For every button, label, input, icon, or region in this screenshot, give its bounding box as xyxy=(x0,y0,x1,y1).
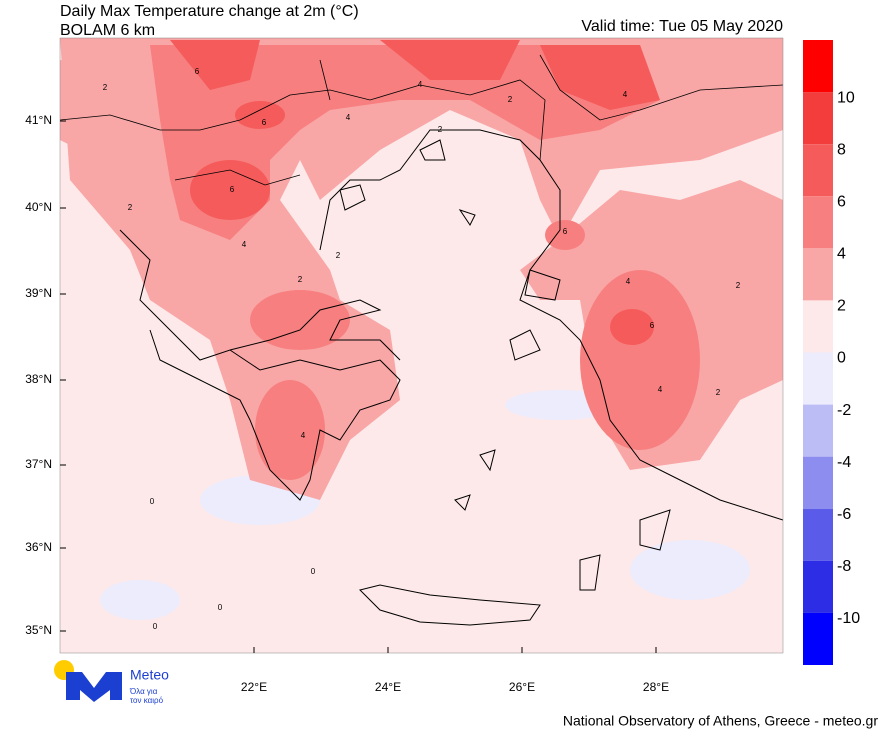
map-field xyxy=(60,38,783,653)
contour-label: 6 xyxy=(563,227,568,236)
latitude-label: 37°N xyxy=(25,457,52,471)
contour-label: 0 xyxy=(218,603,223,612)
contour-label: 0 xyxy=(150,497,155,506)
contour-label: 4 xyxy=(623,90,628,99)
contour-label: 0 xyxy=(311,567,316,576)
title: Daily Max Temperature change at 2m (°C) xyxy=(60,3,359,20)
map-frame xyxy=(59,37,784,654)
contour-label: 4 xyxy=(242,240,247,249)
contour-label: 2 xyxy=(438,125,443,134)
longitude-label: 22°E xyxy=(241,680,267,694)
colorbar-label: -6 xyxy=(837,506,851,523)
colorbar-cell xyxy=(803,560,833,613)
logo-tagline: τον καιρό xyxy=(130,696,164,705)
contour-label: 2 xyxy=(508,95,513,104)
colorbar-label: -8 xyxy=(837,558,851,575)
valid-time: Valid time: Tue 05 May 2020 xyxy=(581,18,783,35)
contour-label: 4 xyxy=(301,431,306,440)
contour-label: 2 xyxy=(298,275,303,284)
colorbar-cell xyxy=(803,196,833,249)
contour-label: 4 xyxy=(626,277,631,286)
contour-label: 4 xyxy=(658,385,663,394)
footer: National Observatory of Athens, Greece -… xyxy=(563,713,878,729)
contour-label: 2 xyxy=(736,281,741,290)
colorbar-label: -2 xyxy=(837,402,851,419)
logo-name: Meteo xyxy=(130,667,169,683)
colorbar-cell xyxy=(803,612,833,665)
logo-tagline: Όλα για xyxy=(129,687,158,696)
colorbar-cell xyxy=(803,456,833,509)
contour-label: 6 xyxy=(195,67,200,76)
latitude-label: 36°N xyxy=(25,540,52,554)
contour-label: 2 xyxy=(103,83,108,92)
colorbar-label: 2 xyxy=(837,298,846,315)
latitude-label: 40°N xyxy=(25,200,52,214)
latitude-label: 35°N xyxy=(25,623,52,637)
colorbar-label: -10 xyxy=(837,610,860,627)
colorbar-cell xyxy=(803,404,833,457)
colorbar-cell xyxy=(803,352,833,405)
subtitle: BOLAM 6 km xyxy=(60,22,155,39)
colorbar-cell xyxy=(803,300,833,353)
colorbar-cell xyxy=(803,92,833,145)
colorbar-label: 4 xyxy=(837,246,846,263)
logo: Meteo Όλα για τον καιρό xyxy=(54,660,169,705)
colorbar-label: 0 xyxy=(837,350,846,367)
latitude-label: 38°N xyxy=(25,372,52,386)
longitude-label: 28°E xyxy=(643,680,669,694)
colorbar-cell xyxy=(803,508,833,561)
colorbar-cell xyxy=(803,40,833,93)
contour-label: 6 xyxy=(230,185,235,194)
longitude-label: 26°E xyxy=(509,680,535,694)
contour-label: 4 xyxy=(346,113,351,122)
latitude-label: 41°N xyxy=(25,113,52,127)
colorbar-label: 10 xyxy=(837,89,855,106)
contour-label: 4 xyxy=(418,80,423,89)
contour-label: 0 xyxy=(153,622,158,631)
contour-label: 2 xyxy=(336,251,341,260)
longitude-label: 24°E xyxy=(375,680,401,694)
contour-label: 2 xyxy=(128,203,133,212)
contour-label: 6 xyxy=(262,118,267,127)
contour-label: 6 xyxy=(650,321,655,330)
colorbar-label: -4 xyxy=(837,454,851,471)
colorbar-cell xyxy=(803,248,833,301)
colorbar-label: 6 xyxy=(837,193,846,210)
colorbar-cell xyxy=(803,144,833,197)
colorbar-label: 8 xyxy=(837,141,846,158)
latitude-label: 39°N xyxy=(25,286,52,300)
contour-label: 2 xyxy=(716,388,721,397)
